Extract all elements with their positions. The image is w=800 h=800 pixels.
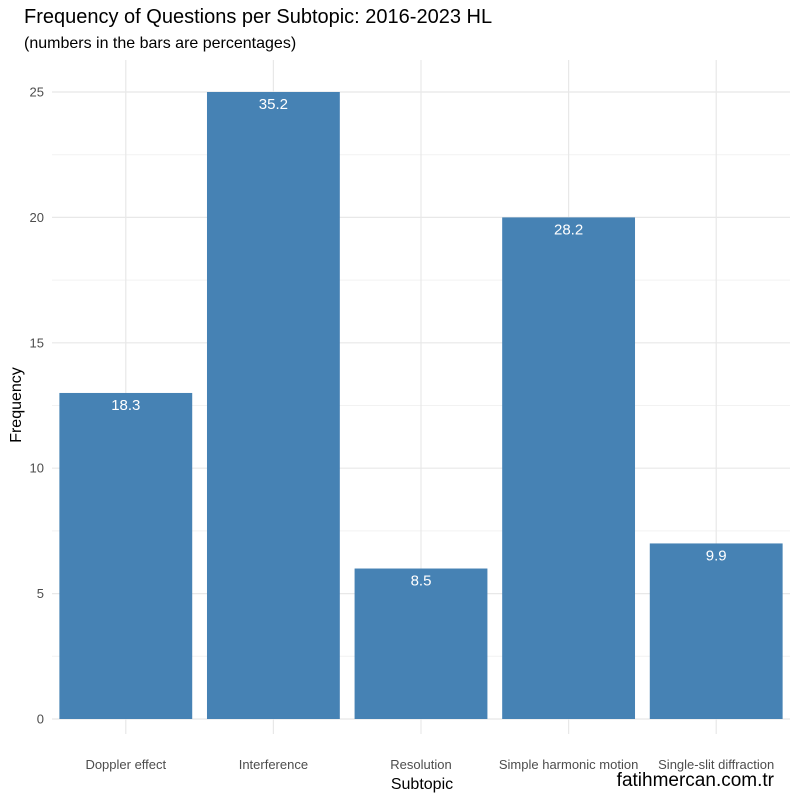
bars bbox=[59, 92, 783, 719]
bar-value-label: 28.2 bbox=[554, 221, 583, 238]
watermark: fatihmercan.com.tr bbox=[616, 770, 774, 791]
y-tick-label: 10 bbox=[30, 461, 44, 476]
bar-value-label: 9.9 bbox=[706, 547, 727, 564]
x-tick-label: Resolution bbox=[390, 757, 451, 772]
y-tick-label: 20 bbox=[30, 210, 44, 225]
chart-title: Frequency of Questions per Subtopic: 201… bbox=[24, 6, 493, 28]
bar bbox=[502, 217, 636, 719]
bar bbox=[206, 92, 340, 719]
y-tick-label: 5 bbox=[37, 586, 44, 601]
y-tick-label: 15 bbox=[30, 335, 44, 350]
bar bbox=[649, 543, 783, 719]
y-tick-labels: 0 5 10 15 20 25 bbox=[30, 85, 44, 727]
bar-value-label: 8.5 bbox=[411, 573, 432, 590]
x-tick-label: Interference bbox=[239, 757, 308, 772]
bar-value-label: 35.2 bbox=[259, 96, 288, 113]
y-tick-label: 25 bbox=[30, 85, 44, 100]
x-tick-label: Simple harmonic motion bbox=[499, 757, 638, 772]
bar-value-label: 18.3 bbox=[111, 397, 140, 414]
x-tick-label: Single-slit diffraction bbox=[658, 757, 774, 772]
bar bbox=[59, 392, 193, 719]
y-tick-label: 0 bbox=[37, 712, 44, 727]
bar bbox=[354, 568, 488, 719]
y-axis-title: Frequency bbox=[8, 367, 25, 443]
x-tick-labels: Doppler effect Interference Resolution Simp… bbox=[85, 757, 774, 772]
x-axis-title: Subtopic bbox=[391, 776, 453, 793]
chart-subtitle: (numbers in the bars are percentages) bbox=[24, 35, 297, 52]
bar-labels: 18.3 35.2 8.5 28.2 9.9 bbox=[111, 96, 726, 590]
x-tick-label: Doppler effect bbox=[85, 757, 166, 772]
